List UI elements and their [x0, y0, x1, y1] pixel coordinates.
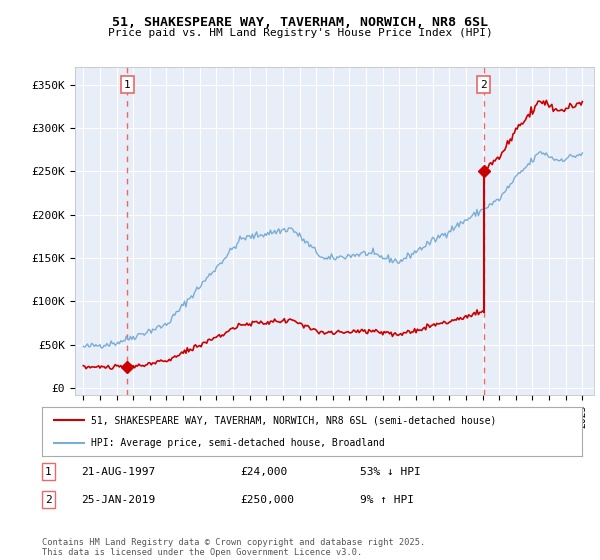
Text: £24,000: £24,000 — [240, 466, 287, 477]
Text: 51, SHAKESPEARE WAY, TAVERHAM, NORWICH, NR8 6SL (semi-detached house): 51, SHAKESPEARE WAY, TAVERHAM, NORWICH, … — [91, 416, 496, 426]
Text: £250,000: £250,000 — [240, 494, 294, 505]
Text: 51, SHAKESPEARE WAY, TAVERHAM, NORWICH, NR8 6SL: 51, SHAKESPEARE WAY, TAVERHAM, NORWICH, … — [112, 16, 488, 29]
Text: 2: 2 — [481, 80, 487, 90]
Text: Price paid vs. HM Land Registry's House Price Index (HPI): Price paid vs. HM Land Registry's House … — [107, 28, 493, 38]
Text: 21-AUG-1997: 21-AUG-1997 — [81, 466, 155, 477]
Text: 9% ↑ HPI: 9% ↑ HPI — [360, 494, 414, 505]
Text: HPI: Average price, semi-detached house, Broadland: HPI: Average price, semi-detached house,… — [91, 438, 385, 448]
Text: 25-JAN-2019: 25-JAN-2019 — [81, 494, 155, 505]
Text: 1: 1 — [45, 466, 52, 477]
Text: 1: 1 — [124, 80, 131, 90]
Text: Contains HM Land Registry data © Crown copyright and database right 2025.
This d: Contains HM Land Registry data © Crown c… — [42, 538, 425, 557]
Text: 53% ↓ HPI: 53% ↓ HPI — [360, 466, 421, 477]
Text: 2: 2 — [45, 494, 52, 505]
